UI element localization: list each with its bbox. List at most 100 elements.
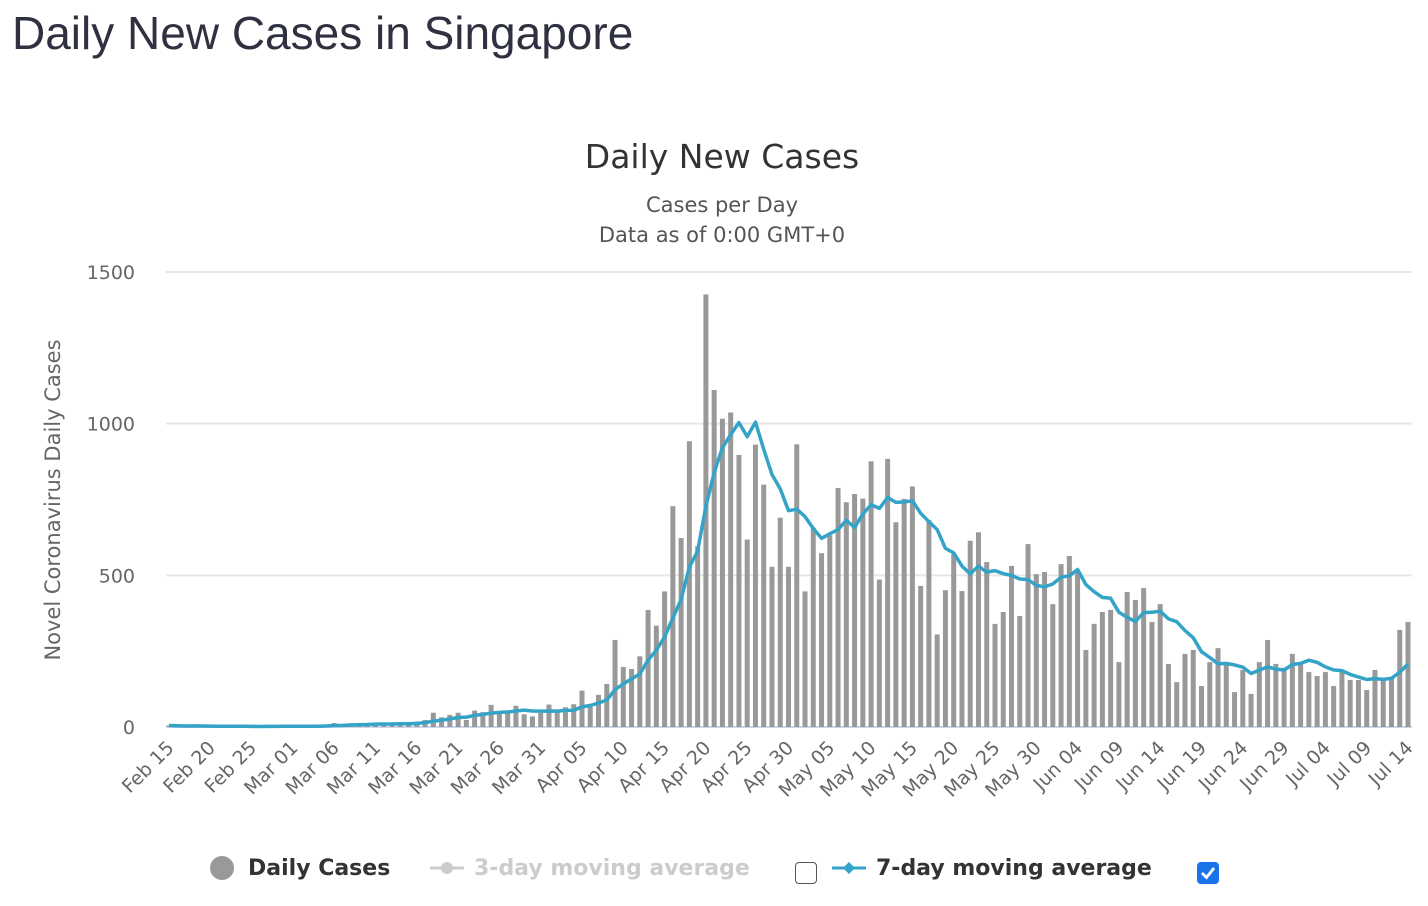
bar-daily-cases[interactable]: [777, 517, 783, 727]
legend-3day-ma[interactable]: 3-day moving average: [430, 854, 750, 882]
bar-daily-cases[interactable]: [1033, 574, 1039, 727]
bar-daily-cases[interactable]: [711, 389, 717, 727]
checkbox-3day-ma[interactable]: [795, 862, 817, 884]
bar-daily-cases[interactable]: [1000, 612, 1006, 727]
bar-daily-cases[interactable]: [1339, 672, 1345, 727]
bar-daily-cases[interactable]: [752, 444, 758, 727]
bar-daily-cases[interactable]: [951, 554, 957, 727]
bar-daily-cases[interactable]: [1042, 571, 1048, 727]
bar-daily-cases[interactable]: [802, 591, 808, 727]
bar-daily-cases[interactable]: [637, 656, 643, 727]
bar-daily-cases[interactable]: [1050, 604, 1056, 727]
bar-daily-cases[interactable]: [1380, 677, 1386, 727]
bar-daily-cases[interactable]: [554, 712, 560, 727]
bar-daily-cases[interactable]: [909, 486, 915, 727]
bar-daily-cases[interactable]: [1091, 623, 1097, 727]
bar-daily-cases[interactable]: [967, 540, 973, 727]
bar-daily-cases[interactable]: [827, 535, 833, 727]
bar-daily-cases[interactable]: [455, 712, 461, 727]
bar-daily-cases[interactable]: [984, 561, 990, 727]
bar-daily-cases[interactable]: [1331, 686, 1337, 727]
bar-daily-cases[interactable]: [1306, 672, 1312, 727]
bar-daily-cases[interactable]: [893, 522, 899, 727]
bar-daily-cases[interactable]: [885, 458, 891, 727]
bar-daily-cases[interactable]: [975, 532, 981, 727]
checkbox-7day-ma[interactable]: [1197, 862, 1219, 884]
bar-daily-cases[interactable]: [496, 711, 502, 727]
bar-daily-cases[interactable]: [1116, 662, 1122, 727]
bar-daily-cases[interactable]: [860, 498, 866, 727]
bar-daily-cases[interactable]: [463, 720, 469, 727]
bar-daily-cases[interactable]: [1314, 676, 1320, 727]
legend-daily-cases[interactable]: Daily Cases: [208, 854, 390, 882]
bar-daily-cases[interactable]: [695, 546, 701, 727]
bar-daily-cases[interactable]: [843, 502, 849, 727]
bar-daily-cases[interactable]: [1355, 679, 1361, 727]
bar-daily-cases[interactable]: [579, 690, 585, 727]
bar-daily-cases[interactable]: [1322, 672, 1328, 727]
bar-daily-cases[interactable]: [546, 704, 552, 727]
bar-daily-cases[interactable]: [852, 494, 858, 727]
bar-daily-cases[interactable]: [604, 683, 610, 727]
bar-daily-cases[interactable]: [1298, 662, 1304, 727]
bar-daily-cases[interactable]: [728, 412, 734, 727]
bar-daily-cases[interactable]: [835, 487, 841, 727]
bar-daily-cases[interactable]: [488, 704, 494, 727]
legend-7day-ma[interactable]: 7-day moving average: [832, 854, 1152, 882]
bar-daily-cases[interactable]: [1281, 667, 1287, 727]
bar-daily-cases[interactable]: [1075, 571, 1081, 727]
bar-daily-cases[interactable]: [620, 666, 626, 727]
bar-daily-cases[interactable]: [472, 710, 478, 727]
bar-daily-cases[interactable]: [1347, 679, 1353, 727]
bar-daily-cases[interactable]: [1265, 639, 1271, 727]
bar-daily-cases[interactable]: [942, 590, 948, 727]
bar-daily-cases[interactable]: [1174, 682, 1180, 727]
bar-daily-cases[interactable]: [918, 585, 924, 727]
bar-daily-cases[interactable]: [1248, 693, 1254, 727]
bar-daily-cases[interactable]: [876, 579, 882, 727]
bar-daily-cases[interactable]: [959, 591, 965, 727]
bar-daily-cases[interactable]: [439, 717, 445, 727]
bar-daily-cases[interactable]: [1190, 649, 1196, 727]
bar-daily-cases[interactable]: [786, 566, 791, 727]
bar-daily-cases[interactable]: [1289, 653, 1295, 727]
bar-daily-cases[interactable]: [926, 520, 932, 727]
bar-daily-cases[interactable]: [562, 707, 568, 727]
bar-daily-cases[interactable]: [1025, 544, 1031, 727]
bar-daily-cases[interactable]: [719, 418, 725, 727]
bar-daily-cases[interactable]: [1232, 692, 1238, 727]
bar-daily-cases[interactable]: [571, 704, 577, 727]
bar-daily-cases[interactable]: [1273, 663, 1279, 727]
bar-daily-cases[interactable]: [587, 706, 593, 727]
bar-daily-cases[interactable]: [868, 461, 874, 727]
bar-daily-cases[interactable]: [1083, 649, 1089, 727]
bar-daily-cases[interactable]: [934, 634, 940, 727]
bar-daily-cases[interactable]: [1124, 592, 1130, 727]
bar-daily-cases[interactable]: [761, 484, 767, 727]
bar-daily-cases[interactable]: [744, 539, 750, 727]
bar-daily-cases[interactable]: [1149, 622, 1155, 727]
bar-daily-cases[interactable]: [794, 444, 800, 727]
bar-daily-cases[interactable]: [1165, 663, 1171, 727]
bar-daily-cases[interactable]: [1132, 599, 1138, 727]
bar-daily-cases[interactable]: [1108, 609, 1114, 727]
bar-daily-cases[interactable]: [662, 591, 668, 727]
bar-daily-cases[interactable]: [992, 623, 998, 727]
bar-daily-cases[interactable]: [1405, 622, 1411, 727]
bar-daily-cases[interactable]: [596, 694, 602, 727]
bar-daily-cases[interactable]: [1009, 565, 1015, 727]
bar-daily-cases[interactable]: [521, 714, 527, 727]
bar-daily-cases[interactable]: [1397, 629, 1403, 727]
bar-daily-cases[interactable]: [612, 639, 618, 727]
bar-daily-cases[interactable]: [645, 609, 651, 727]
bar-daily-cases[interactable]: [653, 625, 659, 727]
bar-daily-cases[interactable]: [1017, 615, 1023, 727]
bar-daily-cases[interactable]: [480, 712, 486, 727]
bar-daily-cases[interactable]: [1207, 662, 1213, 727]
bar-daily-cases[interactable]: [1215, 648, 1221, 727]
bar-daily-cases[interactable]: [1223, 662, 1229, 727]
bar-daily-cases[interactable]: [736, 454, 742, 727]
bar-daily-cases[interactable]: [819, 553, 825, 727]
bar-daily-cases[interactable]: [538, 712, 544, 727]
bar-daily-cases[interactable]: [1157, 604, 1163, 727]
